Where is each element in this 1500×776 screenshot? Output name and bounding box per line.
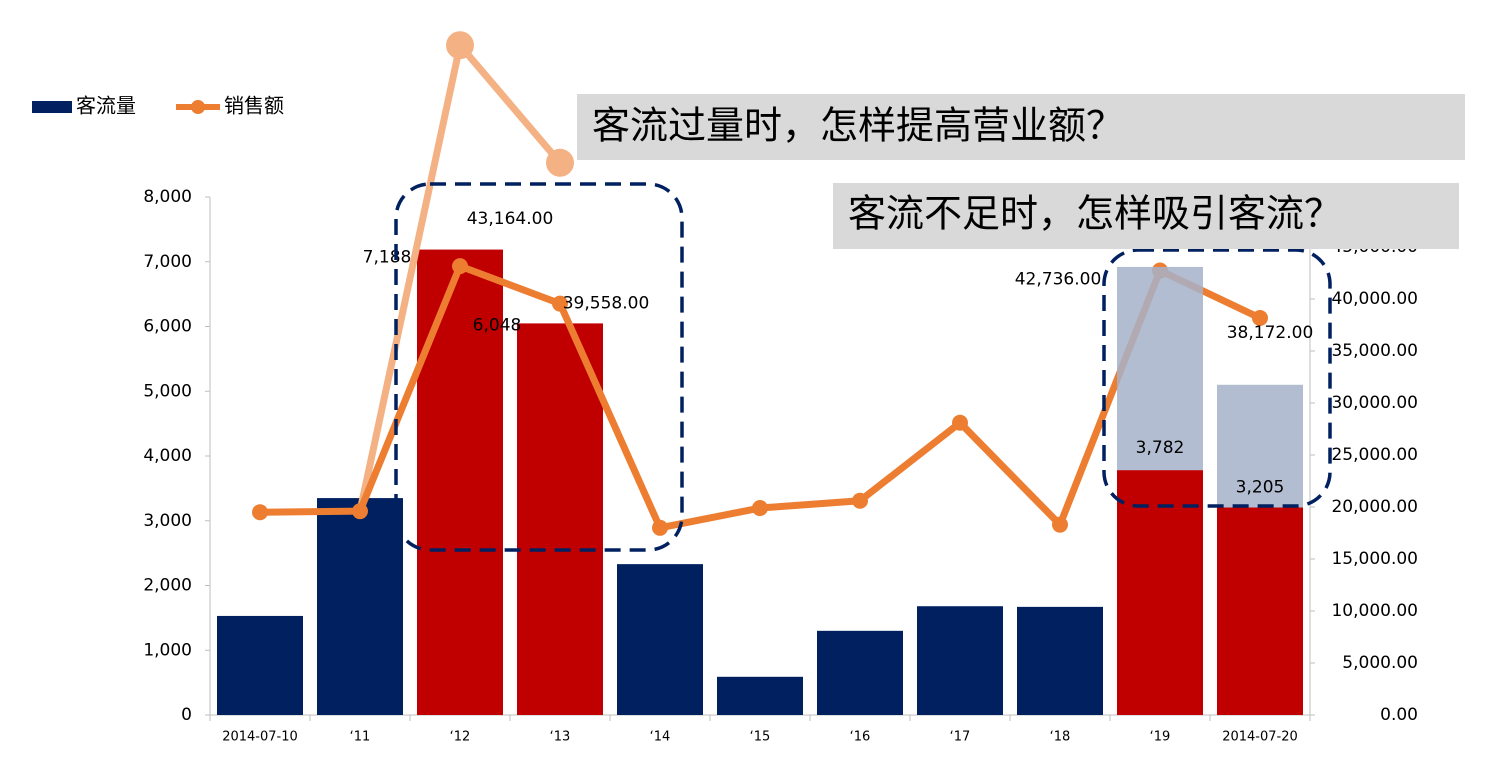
y2-tick-label: 35,000.00 bbox=[1331, 341, 1418, 361]
legend-label: 客流量 bbox=[76, 94, 136, 118]
bar bbox=[617, 564, 703, 715]
overlay-marker bbox=[446, 31, 474, 60]
x-tick-label: ‘16 bbox=[850, 730, 871, 745]
y2-tick-label: 40,000.00 bbox=[1331, 289, 1418, 309]
bar bbox=[517, 323, 603, 715]
y-tick-label: 1,000 bbox=[143, 640, 192, 660]
line-value-label: 42,736.00 bbox=[1015, 270, 1102, 290]
bar bbox=[217, 615, 303, 715]
bar-value-label: 3,782 bbox=[1136, 438, 1185, 458]
overlay-bar bbox=[1217, 384, 1303, 508]
y-tick-label: 2,000 bbox=[143, 576, 192, 596]
y-tick-label: 4,000 bbox=[143, 446, 192, 466]
x-tick-label: ‘14 bbox=[650, 730, 671, 745]
line-marker bbox=[252, 504, 268, 521]
overlay-bar bbox=[1117, 266, 1203, 471]
bar bbox=[717, 676, 803, 715]
y-tick-label: 5,000 bbox=[143, 381, 192, 401]
bar bbox=[1017, 606, 1103, 715]
y2-tick-label: 20,000.00 bbox=[1331, 497, 1418, 517]
callout-box bbox=[577, 94, 1465, 160]
line-value-label: 38,172.00 bbox=[1227, 323, 1314, 343]
callout-text: 客流过量时，怎样提高营业额？ bbox=[592, 104, 1124, 148]
line-marker bbox=[552, 295, 568, 312]
highlight-box bbox=[1102, 248, 1332, 508]
bar bbox=[317, 498, 403, 715]
highlight-box bbox=[394, 182, 684, 552]
y-tick-label: 6,000 bbox=[143, 317, 192, 337]
x-tick-label: ‘19 bbox=[1150, 730, 1171, 745]
legend-swatch bbox=[191, 100, 205, 114]
line-marker bbox=[1252, 310, 1268, 327]
legend-swatch bbox=[32, 101, 72, 113]
callout-text: 客流不足时，怎样吸引客流？ bbox=[848, 192, 1342, 236]
y2-tick-label: 25,000.00 bbox=[1331, 445, 1418, 465]
legend-label: 销售额 bbox=[224, 94, 284, 118]
overlay-marker bbox=[546, 148, 574, 177]
x-tick-label: 2014-07-10 bbox=[222, 730, 298, 745]
line-marker bbox=[1052, 516, 1068, 533]
x-tick-label: 2014-07-20 bbox=[1222, 730, 1298, 745]
y-tick-label: 3,000 bbox=[143, 511, 192, 531]
y2-tick-label: 15,000.00 bbox=[1331, 549, 1418, 569]
bar-value-label: 7,188 bbox=[363, 248, 412, 268]
bar bbox=[1117, 470, 1203, 715]
y2-tick-label: 10,000.00 bbox=[1331, 601, 1418, 621]
y2-tick-label: 30,000.00 bbox=[1331, 393, 1418, 413]
bar bbox=[917, 606, 1003, 715]
line-marker bbox=[652, 519, 668, 536]
y2-tick-label: 5,000.00 bbox=[1342, 653, 1418, 673]
line-value-label: 43,164.00 bbox=[467, 209, 554, 229]
x-tick-label: ‘15 bbox=[750, 730, 771, 745]
x-tick-label: ‘13 bbox=[550, 730, 571, 745]
line-marker bbox=[452, 258, 468, 275]
x-tick-label: ‘12 bbox=[450, 730, 471, 745]
y-tick-label: 8,000 bbox=[143, 187, 192, 207]
line-marker bbox=[852, 492, 868, 509]
bar-value-label: 6,048 bbox=[473, 315, 522, 335]
x-tick-label: ‘11 bbox=[350, 730, 371, 745]
bar bbox=[817, 630, 903, 715]
bar bbox=[1217, 507, 1303, 715]
line-marker bbox=[752, 500, 768, 517]
y-tick-label: 0 bbox=[181, 705, 192, 725]
x-tick-label: ‘18 bbox=[1050, 730, 1071, 745]
line-marker bbox=[952, 414, 968, 431]
line-value-label: 39,558.00 bbox=[563, 294, 650, 314]
line-marker bbox=[352, 503, 368, 520]
y-tick-label: 7,000 bbox=[143, 252, 192, 272]
bar-value-label: 3,205 bbox=[1236, 477, 1285, 497]
line bbox=[259, 262, 1262, 532]
y2-tick-label: 0.00 bbox=[1380, 705, 1418, 725]
x-tick-label: ‘17 bbox=[950, 730, 971, 745]
callout-box bbox=[833, 183, 1459, 249]
